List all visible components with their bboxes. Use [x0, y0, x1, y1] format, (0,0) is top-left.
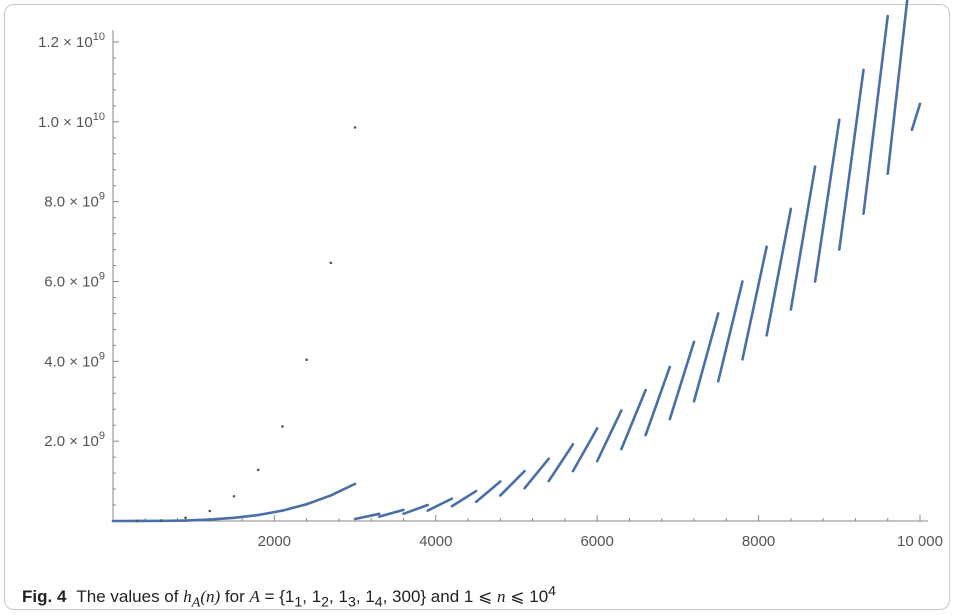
figure-caption: Fig. 4 The values of hA(n) for A = {11, 1…: [22, 583, 932, 611]
data-segment: [595, 409, 623, 463]
data-segment: [813, 118, 841, 283]
data-segment: [837, 68, 865, 251]
caption-text: The values of hA(n) for A = {11, 12, 13,…: [76, 583, 557, 611]
figure-label: Fig. 4: [22, 586, 67, 606]
data-segment: [329, 482, 357, 497]
data-segment: [644, 365, 672, 437]
series-0: [111, 0, 922, 523]
data-segment: [862, 14, 890, 215]
data-point: [256, 468, 260, 472]
data-segment: [692, 312, 720, 403]
data-segment: [305, 494, 333, 506]
data-point: [232, 494, 236, 498]
data-segment: [716, 280, 744, 383]
data-point: [353, 126, 357, 129]
data-segment: [256, 509, 284, 517]
x-tick-label: 2000: [258, 533, 291, 550]
data-point: [208, 509, 212, 513]
data-point: [281, 425, 284, 428]
data-segment: [886, 0, 909, 176]
data-segment: [474, 480, 502, 504]
data-point: [305, 358, 308, 362]
data-segment: [571, 427, 599, 473]
data-segment: [668, 340, 696, 421]
data-segment: [353, 512, 381, 521]
x-tick-label: 8000: [742, 533, 775, 550]
data-segment: [377, 508, 405, 518]
data-segment: [450, 489, 478, 508]
data-segment: [741, 245, 768, 361]
data-segment: [523, 457, 551, 490]
y-tick-label: 1.2 × 1010: [38, 31, 105, 51]
data-segment: [910, 102, 922, 132]
data-segment: [765, 207, 793, 337]
data-segment: [547, 443, 575, 483]
y-tick-label: 2.0 × 109: [44, 430, 105, 450]
data-point: [135, 519, 139, 523]
x-tick-label: 6000: [580, 533, 613, 550]
data-point: [160, 519, 163, 522]
data-segment: [789, 165, 817, 311]
data-segment: [208, 516, 236, 521]
data-segment: [620, 388, 647, 451]
data-segment: [499, 469, 526, 497]
data-segment: [184, 518, 212, 522]
x-tick-label: 10 000: [897, 533, 943, 550]
y-tick-label: 4.0 × 109: [44, 350, 105, 370]
y-tick-label: 1.0 × 1010: [38, 111, 105, 131]
x-tick-label: 4000: [419, 533, 452, 550]
data-point: [184, 516, 187, 520]
chart-marks: [111, 0, 922, 523]
y-tick-label: 8.0 × 109: [44, 191, 105, 211]
data-segment: [426, 497, 454, 512]
data-point: [329, 261, 333, 265]
series-1: [135, 126, 357, 523]
data-segment: [281, 502, 308, 512]
chart-axes: 2000 4000 6000 8000 10 000 2.0 × 109 4.0 × 109…: [38, 30, 943, 550]
y-tick-label: 6.0 × 109: [44, 271, 105, 291]
data-segment: [232, 513, 260, 520]
chart-canvas: 2000 4000 6000 8000 10 000 2.0 × 109 4.0 × 109…: [38, 0, 943, 550]
data-segment: [402, 503, 429, 516]
